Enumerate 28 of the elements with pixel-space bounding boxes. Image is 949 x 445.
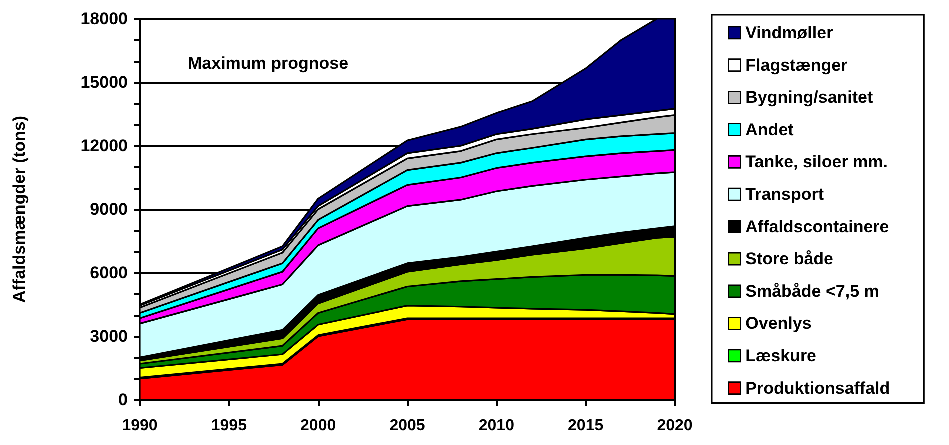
y-tick-label: 12000: [80, 136, 128, 156]
legend-label: Transport: [746, 185, 824, 204]
y-tick-label: 3000: [90, 327, 128, 346]
legend-label: Andet: [746, 120, 794, 140]
y-axis-title: Affaldsmængder (tons): [10, 116, 29, 303]
legend-label: Store både: [746, 250, 834, 269]
legend-label: Bygning/sanitet: [746, 88, 874, 108]
x-tick-label: 1990: [122, 418, 158, 434]
legend-label: Flagstænger: [746, 56, 848, 75]
legend-label: Småbåde <7,5 m: [746, 282, 880, 301]
legend-label: Læskure: [746, 346, 817, 366]
x-tick-label: 2000: [300, 418, 336, 434]
legend-label: Ovenlys: [746, 314, 812, 334]
legend-label: Affaldscontainere: [746, 217, 890, 236]
y-tick-label: 6000: [90, 264, 128, 282]
x-tick-label: 2020: [657, 418, 693, 434]
x-tick-label: 2015: [568, 418, 604, 434]
x-tick-label: 2010: [478, 418, 515, 434]
annotation: Maximum prognose: [188, 54, 349, 73]
y-tick-label: 9000: [90, 200, 128, 219]
y-tick-label: 0: [118, 390, 128, 410]
y-tick-label: 15000: [80, 73, 128, 92]
legend-label: Vindmøller: [746, 24, 834, 42]
x-tick-label: 1995: [211, 418, 248, 434]
legend-label: Produktionsaffald: [746, 378, 890, 398]
legend-label: Tanke, siloer mm.: [746, 152, 888, 172]
y-tick-label: 18000: [80, 10, 128, 28]
x-tick-label: 2005: [390, 418, 426, 434]
